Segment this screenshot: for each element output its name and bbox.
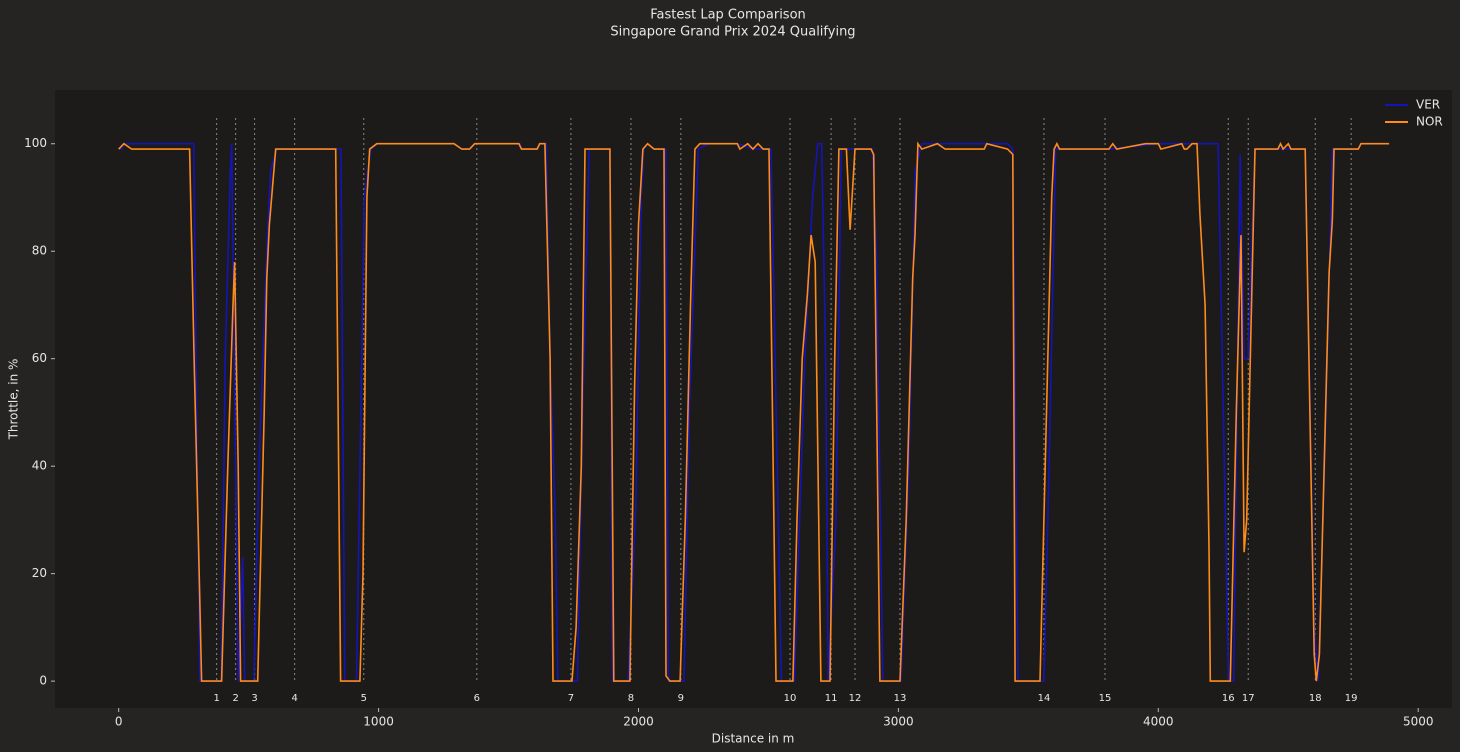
corner-label: 8 — [628, 693, 634, 704]
y-axis-label: Throttle, in % — [7, 359, 21, 441]
chart-subtitle: Singapore Grand Prix 2024 Qualifying — [610, 25, 855, 40]
x-tick-label: 3000 — [883, 715, 914, 729]
corner-label: 2 — [232, 693, 238, 704]
corner-label: 3 — [251, 693, 257, 704]
legend-label: NOR — [1416, 115, 1443, 129]
corner-label: 5 — [361, 693, 367, 704]
corner-label: 6 — [474, 693, 480, 704]
corner-label: 9 — [678, 693, 684, 704]
x-tick-label: 2000 — [623, 715, 654, 729]
corner-label: 1 — [213, 693, 219, 704]
chart-title: Fastest Lap Comparison — [650, 8, 806, 23]
x-tick-label: 1000 — [363, 715, 394, 729]
y-tick-label: 40 — [32, 459, 47, 473]
y-tick-label: 20 — [32, 566, 47, 580]
corner-label: 15 — [1099, 693, 1112, 704]
corner-label: 17 — [1242, 693, 1255, 704]
x-axis-label: Distance in m — [712, 732, 795, 746]
y-tick-label: 100 — [24, 136, 47, 150]
corner-label: 11 — [825, 693, 838, 704]
corner-label: 18 — [1309, 693, 1322, 704]
x-tick-label: 0 — [115, 715, 123, 729]
corner-label: 7 — [568, 693, 574, 704]
corner-label: 4 — [291, 693, 297, 704]
legend-label: VER — [1416, 98, 1440, 112]
y-tick-label: 60 — [32, 351, 47, 365]
corner-label: 13 — [894, 693, 907, 704]
y-tick-label: 80 — [32, 244, 47, 258]
corner-label: 14 — [1038, 693, 1051, 704]
corner-label: 19 — [1345, 693, 1358, 704]
x-tick-label: 4000 — [1143, 715, 1174, 729]
series-line — [118, 141, 1390, 682]
corner-label: 16 — [1222, 693, 1235, 704]
x-tick-label: 5000 — [1403, 715, 1434, 729]
y-tick-label: 0 — [39, 674, 47, 688]
corner-label: 10 — [784, 693, 797, 704]
corner-label: 12 — [849, 693, 862, 704]
